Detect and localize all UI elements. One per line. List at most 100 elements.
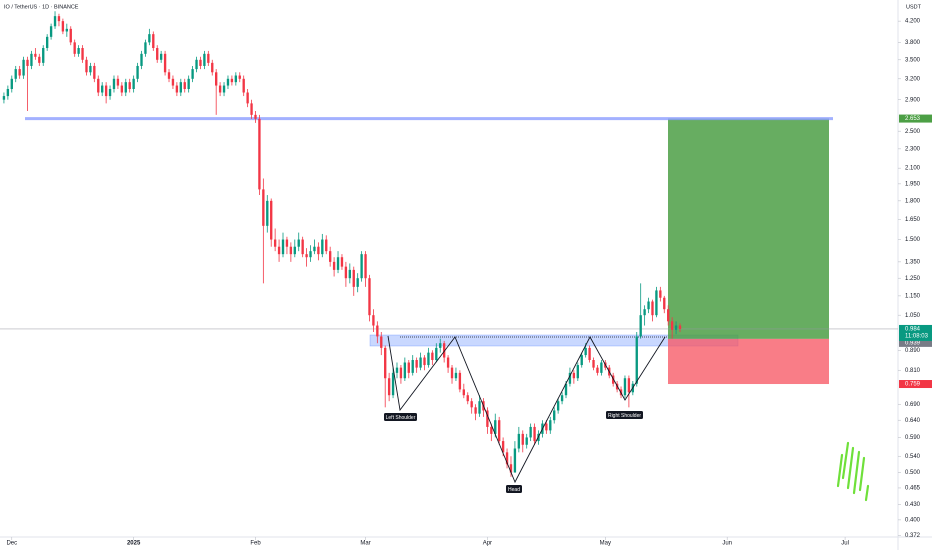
candle-body: [34, 53, 37, 57]
y-tick-label: 0.890: [905, 348, 921, 354]
candle-body: [273, 239, 277, 247]
candle-body: [112, 78, 116, 89]
candle-body: [144, 42, 147, 54]
candle-body: [647, 301, 650, 310]
y-tick-label: 1.050: [905, 313, 921, 319]
candle-body: [65, 28, 68, 32]
y-tick-label: 0.430: [905, 502, 921, 508]
candle-body: [431, 352, 434, 361]
candle-body: [262, 189, 265, 226]
y-tick-label: 0.500: [905, 470, 921, 476]
annotation-box: [506, 485, 522, 493]
y-tick-label: 3.200: [905, 76, 921, 82]
candle-body: [6, 88, 10, 97]
candle-body: [73, 42, 76, 54]
candle-body: [234, 75, 238, 83]
logo-stroke: [846, 446, 855, 490]
candle-body: [517, 433, 521, 449]
y-tick-label: 4.200: [905, 19, 921, 25]
candle-body: [336, 257, 340, 270]
target-label-bg: [899, 114, 932, 123]
annotation: Right Shoulder: [608, 413, 641, 419]
candle-body: [77, 48, 80, 54]
annotation-box: [384, 413, 417, 421]
candle-body: [124, 82, 127, 93]
candle-body: [97, 78, 100, 93]
candle-body: [187, 78, 190, 89]
candle-body: [254, 114, 257, 119]
logo-stroke: [864, 484, 870, 502]
candle-body: [171, 78, 175, 86]
candle-body: [317, 246, 320, 255]
candle-body: [655, 290, 658, 316]
candle-body: [22, 59, 25, 76]
candle-body: [678, 325, 682, 329]
candle-body: [391, 372, 395, 396]
candle-body: [211, 62, 214, 73]
candle-body: [513, 448, 517, 473]
candle-body: [674, 325, 678, 330]
candle-body: [116, 78, 120, 86]
candle-body: [293, 246, 296, 255]
candle-body: [289, 246, 293, 255]
candle-body: [423, 357, 426, 366]
candle-body: [462, 389, 465, 396]
logo-stroke: [841, 441, 850, 480]
x-tick-label: Mar: [360, 541, 370, 547]
candle-body: [344, 266, 348, 279]
candle-body: [395, 367, 399, 373]
y-tick-label: 1.150: [905, 293, 921, 299]
candle-body: [588, 347, 591, 361]
candle-body: [26, 59, 29, 66]
candle-body: [152, 34, 155, 49]
candle-body: [285, 239, 289, 247]
candle-body: [250, 103, 253, 115]
y-tick-label: 0.540: [905, 454, 921, 460]
candle-body: [207, 53, 210, 63]
candle-body: [439, 343, 442, 348]
candle-body: [140, 53, 143, 66]
candle-body: [651, 301, 654, 316]
y-tick-label: 3.500: [905, 57, 921, 63]
candle-body: [101, 85, 104, 93]
candle-body: [156, 48, 159, 60]
candle-body: [501, 441, 505, 453]
candle-body: [663, 297, 666, 310]
candle-body: [387, 378, 391, 396]
candle-body: [328, 251, 332, 262]
candle-body: [494, 420, 497, 434]
candle-body: [266, 200, 269, 226]
candle-body: [509, 464, 513, 473]
x-tick-label: Apr: [483, 541, 492, 547]
candle-body: [384, 347, 387, 379]
candle-body: [450, 367, 454, 379]
x-tick-label: Jul: [841, 541, 849, 547]
candle-body: [399, 367, 403, 379]
last-price-bg: [899, 324, 932, 341]
annotation: Head: [508, 487, 520, 493]
candle-body: [226, 78, 230, 86]
candle-body: [340, 257, 344, 267]
candle-body: [222, 85, 226, 93]
candle-body: [281, 239, 285, 255]
candle-body: [57, 16, 61, 22]
candle-body: [458, 372, 462, 390]
candle-body: [132, 78, 135, 89]
candle-body: [30, 53, 33, 66]
candle-body: [376, 325, 379, 337]
y-tick-label: 0.465: [905, 486, 921, 492]
candle-body: [175, 85, 179, 93]
x-tick-label: Dec: [6, 541, 17, 547]
candle-body: [478, 401, 481, 414]
candle-body: [525, 437, 528, 445]
candle-body: [600, 362, 603, 373]
y-tick-label: 0.810: [905, 368, 921, 374]
candle-body: [215, 72, 218, 86]
y-tick-label: 1.250: [905, 276, 921, 282]
candle-body: [104, 85, 108, 97]
entry-label: 0.939: [905, 340, 921, 346]
candle-body: [93, 65, 96, 79]
candle-body: [199, 59, 202, 66]
candle-body: [360, 254, 363, 279]
candle-body: [529, 426, 532, 438]
